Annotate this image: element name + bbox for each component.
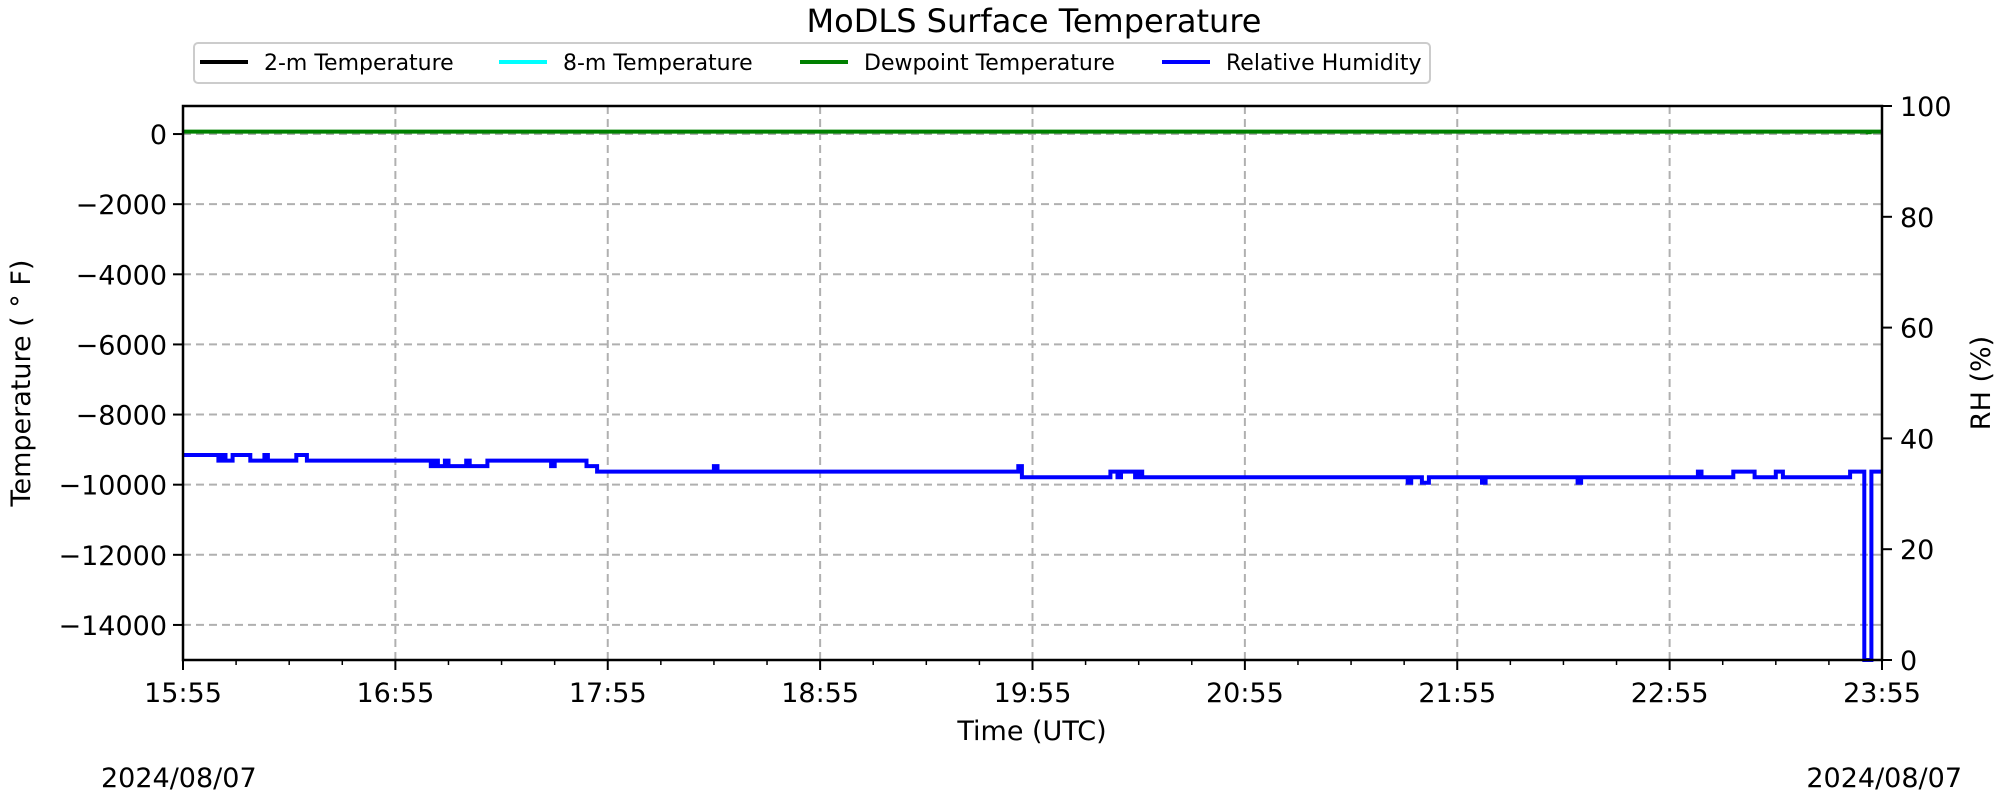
- x-tick-label: 22:55: [1631, 678, 1709, 709]
- x-tick-label: 17:55: [569, 678, 647, 709]
- legend-label-relative-humidity: Relative Humidity: [1226, 51, 1421, 76]
- y-tick-label: 0: [150, 120, 167, 151]
- y-axis-right: 0 20 40 60 80 100: [1882, 92, 1952, 677]
- series-line-relative-humidity: [183, 453, 1882, 662]
- y2-tick-label: 100: [1900, 92, 1952, 123]
- y-tick-label: −2000: [76, 190, 167, 221]
- y2-tick-label: 40: [1900, 424, 1934, 455]
- y-tick-label: −4000: [76, 260, 167, 291]
- y-axis-left: 0 −2000 −4000 −6000 −8000 −10000 −12000 −14000: [58, 120, 183, 642]
- y-tick-label: −6000: [76, 330, 167, 361]
- y2-tick-label: 60: [1900, 314, 1934, 345]
- x-axis-label: Time (UTC): [956, 716, 1106, 747]
- y-tick-label: −8000: [76, 401, 167, 432]
- x-tick-label: 15:55: [144, 678, 222, 709]
- y2-tick-label: 20: [1900, 535, 1934, 566]
- legend-label-2-m-temperature: 2-m Temperature: [264, 51, 454, 76]
- x-tick-label: 23:55: [1843, 678, 1921, 709]
- grid: [183, 106, 1882, 660]
- y-axis-label: Temperature ( ° F): [6, 260, 37, 508]
- series-line-dewpoint-temperature: [183, 129, 1882, 135]
- date-left: 2024/08/07: [101, 763, 257, 794]
- legend-label-8-m-temperature: 8-m Temperature: [563, 51, 753, 76]
- y2-tick-label: 0: [1900, 646, 1917, 677]
- y2-axis-label: RH (%): [1966, 336, 1997, 430]
- legend: 2-m Temperature 8-m Temperature Dewpoint T…: [193, 42, 1431, 84]
- y-tick-label: −14000: [58, 611, 167, 642]
- y-tick-label: −10000: [58, 471, 167, 502]
- plot-lines: [183, 129, 1882, 662]
- x-tick-label: 18:55: [781, 678, 859, 709]
- x-tick-label: 16:55: [356, 678, 434, 709]
- x-axis: 15:55 16:55 17:55 18:55 19:55 20:55 21:55 22:55…: [144, 660, 1921, 709]
- x-tick-label: 19:55: [994, 678, 1072, 709]
- chart-title: MoDLS Surface Temperature: [807, 2, 1262, 40]
- date-right: 2024/08/07: [1806, 763, 1962, 794]
- x-tick-label: 21:55: [1418, 678, 1496, 709]
- x-tick-label: 20:55: [1206, 678, 1284, 709]
- y-tick-label: −12000: [58, 541, 167, 572]
- legend-label-dewpoint-temperature: Dewpoint Temperature: [864, 51, 1115, 76]
- y2-tick-label: 80: [1900, 203, 1934, 234]
